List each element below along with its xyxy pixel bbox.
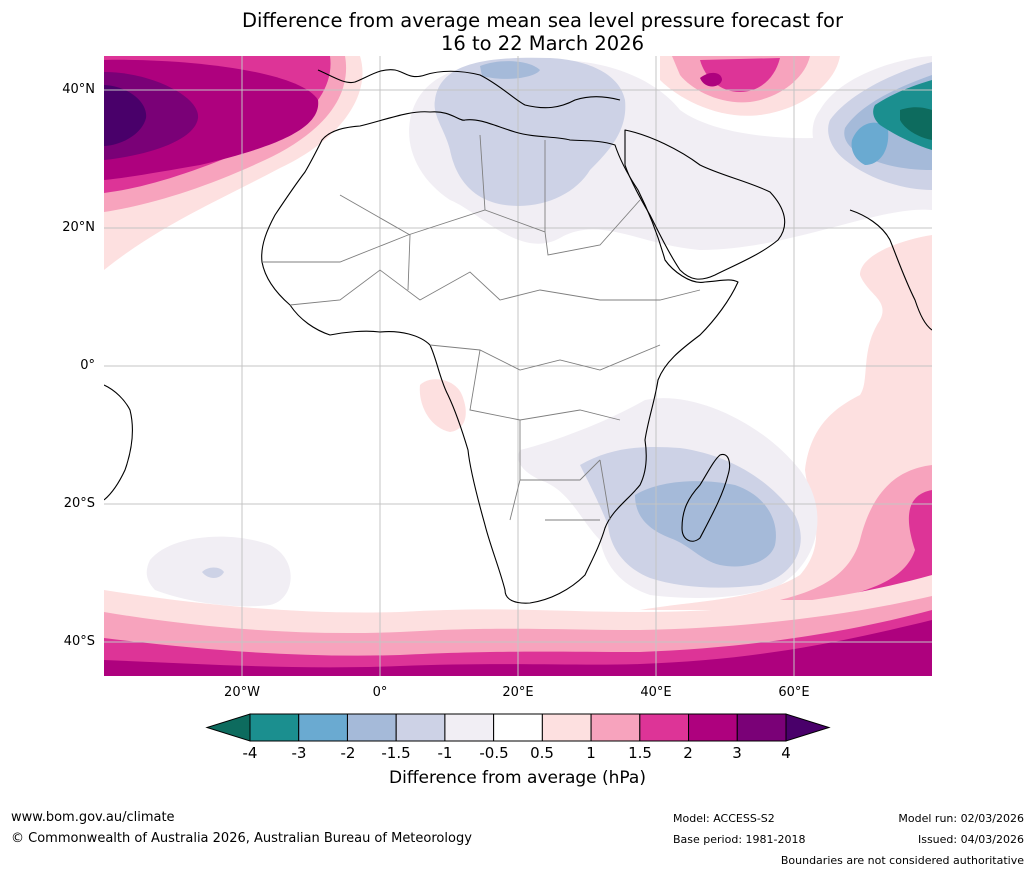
boundaries-disclaimer: Boundaries are not considered authoritat… [780,854,1024,867]
issued-date: Issued: 04/03/2026 [917,833,1024,846]
lon-label-0: 0° [372,685,388,700]
colorbar-tick: 0.5 [530,744,554,762]
colorbar [205,713,831,742]
border-maghreb [339,134,546,291]
coastlines [104,69,932,604]
colorbar-swatch [590,713,641,742]
colorbar-tick: -0.5 [479,744,509,762]
central-asia-low-anomaly [812,56,932,205]
border-west-africa [262,199,641,263]
colorbar-tick: 2 [683,744,693,762]
lat-label-20s: 20°S [63,496,95,511]
map-title-line-1: Difference from average mean sea level p… [242,9,843,32]
country-borders [262,134,701,521]
colorbar-tick: 4 [781,744,791,762]
colorbar-swatch [493,713,543,742]
lat-label-20n: 20°N [62,220,95,235]
model-run-date: Model run: 02/03/2026 [898,812,1024,825]
gulf-of-guinea-high-anomaly [419,379,466,432]
lat-label-40s: 40°S [63,634,95,649]
colorbar-swatch [541,713,592,742]
graticule [104,56,932,676]
colorbar-under-triangle [205,713,251,742]
colorbar-tick: -1.5 [381,744,411,762]
europe-coastline [317,69,621,109]
colorbar-over-triangle [785,713,831,742]
madagascar-low-anomaly [518,398,818,598]
colorbar-swatch [736,713,787,742]
colorbar-tick: 1.5 [628,744,652,762]
colorbar-label: Difference from average (hPa) [389,768,646,788]
border-southern-africa [509,420,611,521]
colorbar-tick: -2 [340,744,356,762]
colorbar-swatch [298,713,348,742]
colorbar-swatch [395,713,446,742]
black-sea-high-anomaly [660,56,840,116]
colorbar-tick: 1 [586,744,596,762]
colorbar-swatch [639,713,690,742]
south-america-coastline [104,384,134,501]
lon-label-60e: 60°E [778,685,810,700]
copyright-notice: © Commonwealth of Australia 2026, Austra… [11,831,472,846]
colorbar-swatch [346,713,397,742]
model-name: Model: ACCESS-S2 [673,812,775,825]
lat-label-40n: 40°N [62,82,95,97]
africa-coastline [261,111,739,604]
lon-label-20w: 20°W [224,685,260,700]
colorbar-swatches [249,713,787,742]
map-title-line-2: 16 to 22 March 2026 [440,32,645,55]
arabia-coastline [624,129,786,280]
lon-label-40e: 40°E [640,685,672,700]
colorbar-tick: 3 [732,744,742,762]
colorbar-swatch [688,713,738,742]
lon-label-20e: 20°E [502,685,534,700]
colorbar-swatch [444,713,495,742]
colorbar-tick: -3 [291,744,307,762]
base-period: Base period: 1981-2018 [673,833,806,846]
website-link[interactable]: www.bom.gov.au/climate [11,810,175,825]
lat-label-equator: 0° [80,358,95,373]
south-atlantic-low-anomaly [146,536,291,607]
colorbar-tick: -1 [437,744,453,762]
map-panel [104,56,932,676]
border-sahel [289,269,701,306]
colorbar-swatch [249,713,300,742]
colorbar-tick: -4 [242,744,258,762]
madagascar-coastline [681,453,731,542]
india-coastline [849,209,932,331]
